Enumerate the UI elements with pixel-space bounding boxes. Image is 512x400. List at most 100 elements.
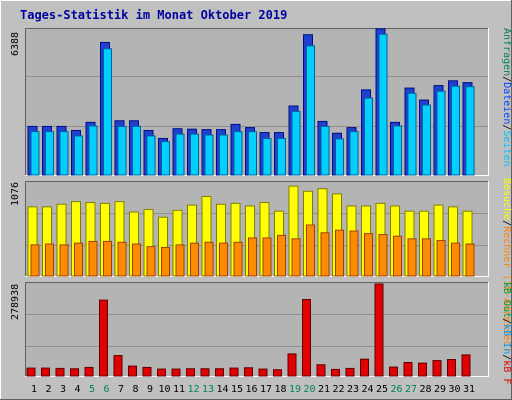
bar-kb-f-day-18 bbox=[273, 369, 282, 377]
legend-besuche: Besuche bbox=[501, 178, 512, 220]
bar-kb-f-day-1 bbox=[26, 367, 36, 377]
panel2-ymax-label: 1076 bbox=[10, 182, 21, 206]
bar-dateien-day-3 bbox=[59, 131, 69, 176]
bar-rechner-day-21 bbox=[320, 232, 330, 277]
bar-rechner-day-7 bbox=[117, 241, 127, 277]
bar-dateien-day-12 bbox=[190, 133, 199, 176]
day-label-2: 2 bbox=[45, 384, 51, 395]
bar-rechner-day-6 bbox=[103, 240, 112, 277]
bar-kb-f-day-14 bbox=[215, 368, 224, 377]
bar-dateien-day-21 bbox=[320, 125, 330, 176]
day-label-20: 20 bbox=[303, 384, 315, 395]
legend-rechner: Rechner (IP-Adressen) bbox=[501, 226, 512, 352]
bar-kb-f-day-2 bbox=[41, 367, 50, 377]
bar-kb-f-day-22 bbox=[331, 368, 340, 377]
day-label-27: 27 bbox=[405, 384, 417, 395]
day-label-24: 24 bbox=[361, 384, 373, 395]
bar-kb-f-day-3 bbox=[55, 367, 65, 377]
bar-kb-f-day-7 bbox=[113, 355, 123, 377]
bar-kb-f-day-31 bbox=[461, 354, 471, 377]
day-label-5: 5 bbox=[89, 384, 95, 395]
bar-dateien-day-25 bbox=[378, 33, 388, 176]
bar-dateien-day-19 bbox=[291, 110, 301, 176]
legend-panel1: Anfragen/Dateien/Seiten bbox=[501, 28, 512, 167]
bar-kb-f-day-23 bbox=[345, 367, 355, 377]
day-label-26: 26 bbox=[390, 384, 402, 395]
bar-rechner-day-26 bbox=[393, 235, 402, 277]
bar-dateien-day-18 bbox=[277, 137, 286, 176]
bar-kb-f-day-24 bbox=[360, 358, 369, 377]
legend-kb-f: kB F bbox=[501, 360, 512, 384]
bar-kb-f-day-12 bbox=[186, 368, 195, 377]
bar-rechner-day-19 bbox=[291, 238, 301, 277]
panel1-ymax-label: 6388 bbox=[10, 32, 21, 56]
legend-anfragen: Anfragen bbox=[501, 28, 512, 76]
bar-dateien-day-4 bbox=[74, 135, 83, 176]
bar-rechner-day-13 bbox=[204, 241, 214, 277]
bar-kb-f-day-13 bbox=[200, 368, 210, 377]
bar-dateien-day-2 bbox=[45, 131, 54, 176]
bar-rechner-day-2 bbox=[45, 243, 54, 277]
legend-dateien: Dateien bbox=[501, 82, 512, 124]
bar-dateien-day-22 bbox=[335, 138, 344, 176]
day-label-16: 16 bbox=[245, 384, 257, 395]
bar-kb-f-day-11 bbox=[171, 368, 181, 377]
day-label-12: 12 bbox=[187, 384, 199, 395]
bars bbox=[26, 28, 475, 377]
bar-kb-f-day-26 bbox=[389, 366, 398, 377]
bar-dateien-day-24 bbox=[364, 97, 373, 176]
bar-rechner-day-31 bbox=[465, 243, 475, 277]
bar-kb-f-day-8 bbox=[128, 365, 137, 377]
bar-kb-f-day-30 bbox=[447, 359, 456, 377]
bar-dateien-day-10 bbox=[161, 141, 170, 176]
legend-sep-4: / bbox=[501, 318, 512, 324]
day-label-19: 19 bbox=[289, 384, 301, 395]
bar-kb-f-day-20 bbox=[302, 298, 311, 377]
bar-rechner-day-17 bbox=[262, 237, 272, 277]
bar-dateien-day-16 bbox=[248, 131, 257, 176]
day-label-7: 7 bbox=[118, 384, 124, 395]
bar-rechner-day-1 bbox=[30, 244, 40, 277]
legend-sep-1: / bbox=[501, 76, 512, 82]
bar-dateien-day-9 bbox=[146, 135, 156, 176]
bar-dateien-day-17 bbox=[262, 137, 272, 176]
bar-dateien-day-5 bbox=[88, 125, 98, 176]
legend-panel3: kB Out/kB In/kB F bbox=[501, 282, 512, 384]
legend-seiten: Seiten bbox=[501, 130, 512, 166]
day-label-22: 22 bbox=[332, 384, 344, 395]
bar-rechner-day-15 bbox=[233, 241, 243, 277]
panel3-ymax-label: 278938 bbox=[10, 284, 21, 320]
bar-kb-f-day-27 bbox=[403, 361, 413, 377]
bar-dateien-day-31 bbox=[465, 86, 475, 176]
bar-dateien-day-7 bbox=[117, 125, 127, 176]
bar-dateien-day-14 bbox=[219, 134, 228, 176]
bar-dateien-day-26 bbox=[393, 125, 402, 176]
bar-kb-f-day-29 bbox=[432, 359, 442, 377]
day-label-3: 3 bbox=[60, 384, 66, 395]
bar-kb-f-day-19 bbox=[287, 353, 297, 377]
day-label-17: 17 bbox=[260, 384, 272, 395]
bar-dateien-day-29 bbox=[436, 90, 446, 176]
bar-kb-f-day-17 bbox=[258, 368, 268, 377]
bar-kb-f-day-5 bbox=[84, 366, 94, 377]
day-label-13: 13 bbox=[202, 384, 214, 395]
bar-rechner-day-30 bbox=[451, 242, 460, 277]
day-label-15: 15 bbox=[231, 384, 243, 395]
day-label-29: 29 bbox=[434, 384, 446, 395]
bar-rechner-day-3 bbox=[59, 244, 69, 277]
bar-rechner-day-25 bbox=[378, 234, 388, 277]
bar-dateien-day-23 bbox=[349, 131, 359, 176]
day-label-31: 31 bbox=[463, 384, 475, 395]
bar-dateien-day-28 bbox=[422, 104, 431, 176]
day-label-9: 9 bbox=[147, 384, 153, 395]
legend-kb-out: kB Out bbox=[501, 282, 512, 318]
bar-kb-f-day-10 bbox=[157, 368, 166, 377]
day-label-30: 30 bbox=[448, 384, 460, 395]
chart-title: Tages-Statistik im Monat Oktober 2019 bbox=[20, 8, 287, 22]
day-label-6: 6 bbox=[103, 384, 109, 395]
legend-panel2: Besuche /Rechner (IP-Adressen) bbox=[501, 178, 512, 353]
bar-dateien-day-27 bbox=[407, 92, 417, 176]
bar-kb-f-day-9 bbox=[142, 366, 152, 377]
bar-rechner-day-8 bbox=[132, 243, 141, 277]
